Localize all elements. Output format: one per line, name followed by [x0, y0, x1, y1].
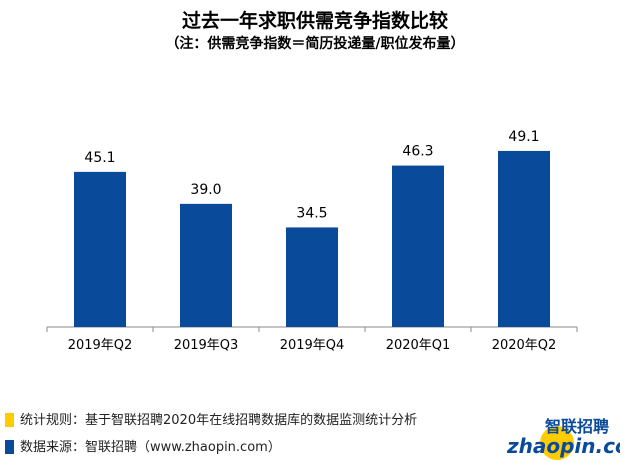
- category-label: 2019年Q4: [280, 338, 345, 353]
- bar-chart: 45.1 2019年Q2 39.0 2019年Q3 34.5 2019年Q4 46.3 202…: [46, 129, 578, 353]
- value-label: 49.1: [508, 129, 539, 145]
- category-label: 2019年Q2: [68, 338, 133, 353]
- logo-cn: 智联招聘: [545, 417, 609, 436]
- value-label: 46.3: [402, 144, 433, 160]
- legend-square-blue: [5, 440, 14, 454]
- logo-en: zhaopin.com: [506, 434, 620, 458]
- category-label: 2020年Q1: [386, 338, 451, 353]
- note-rule: 统计规则：基于智联招聘2020年在线招聘数据库的数据监测统计分析: [20, 413, 418, 428]
- value-label: 45.1: [84, 150, 115, 166]
- chart-title: 过去一年求职供需竞争指数比较: [181, 10, 448, 32]
- chart-subtitle: （注：供需竞争指数＝简历投递量/职位发布量）: [165, 36, 465, 52]
- bar: [286, 227, 338, 327]
- zhaopin-logo: 智联招聘 zhaopin.com: [506, 417, 620, 460]
- note-source: 数据来源：智联招聘（www.zhaopin.com）: [20, 440, 281, 455]
- bar: [180, 203, 232, 327]
- legend-square-yellow: [5, 413, 14, 427]
- value-label: 39.0: [190, 182, 221, 198]
- bar: [498, 150, 550, 327]
- category-label: 2019年Q3: [174, 338, 239, 353]
- category-label: 2020年Q2: [492, 338, 557, 353]
- bar: [74, 171, 126, 327]
- value-label: 34.5: [296, 205, 327, 221]
- bar: [392, 165, 444, 327]
